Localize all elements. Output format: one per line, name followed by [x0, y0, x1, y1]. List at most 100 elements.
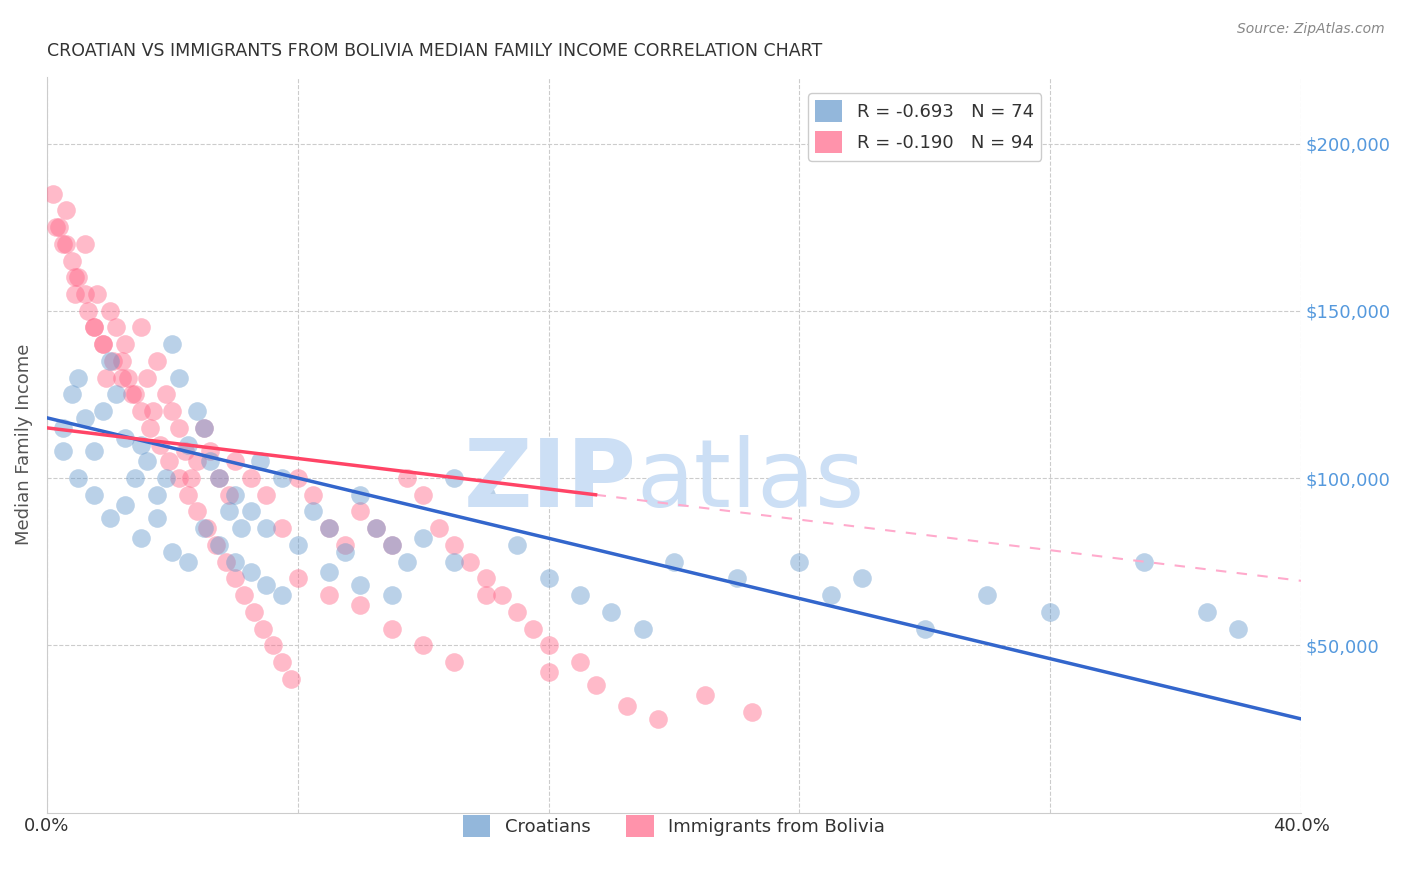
- Point: [195, 521, 218, 535]
- Point: [396, 471, 419, 485]
- Point: [51, 444, 73, 458]
- Point: [287, 471, 309, 485]
- Point: [67, 471, 90, 485]
- Point: [302, 488, 325, 502]
- Text: ZIP: ZIP: [464, 435, 637, 527]
- Point: [155, 471, 177, 485]
- Point: [914, 622, 936, 636]
- Point: [55, 203, 77, 218]
- Point: [271, 521, 294, 535]
- Point: [83, 320, 105, 334]
- Point: [142, 404, 165, 418]
- Point: [42, 186, 65, 201]
- Legend: Croatians, Immigrants from Bolivia: Croatians, Immigrants from Bolivia: [456, 807, 891, 844]
- Point: [233, 588, 256, 602]
- Text: CROATIAN VS IMMIGRANTS FROM BOLIVIA MEDIAN FAMILY INCOME CORRELATION CHART: CROATIAN VS IMMIGRANTS FROM BOLIVIA MEDI…: [46, 42, 823, 60]
- Point: [249, 454, 271, 468]
- Point: [568, 655, 591, 669]
- Point: [96, 370, 118, 384]
- Point: [83, 444, 105, 458]
- Point: [1195, 605, 1218, 619]
- Point: [121, 387, 143, 401]
- Point: [157, 454, 180, 468]
- Point: [224, 555, 246, 569]
- Point: [55, 236, 77, 251]
- Point: [67, 370, 90, 384]
- Point: [149, 437, 172, 451]
- Point: [475, 488, 498, 502]
- Point: [506, 538, 529, 552]
- Point: [155, 387, 177, 401]
- Point: [177, 488, 200, 502]
- Point: [129, 437, 152, 451]
- Point: [333, 538, 356, 552]
- Point: [537, 665, 560, 679]
- Point: [114, 431, 136, 445]
- Point: [443, 471, 465, 485]
- Point: [208, 471, 231, 485]
- Point: [427, 521, 450, 535]
- Point: [254, 488, 277, 502]
- Point: [111, 354, 134, 368]
- Point: [98, 511, 121, 525]
- Point: [60, 253, 83, 268]
- Point: [616, 698, 638, 713]
- Point: [73, 410, 96, 425]
- Point: [252, 622, 274, 636]
- Point: [45, 220, 67, 235]
- Point: [67, 270, 90, 285]
- Point: [193, 421, 215, 435]
- Point: [458, 555, 481, 569]
- Point: [198, 454, 221, 468]
- Point: [198, 444, 221, 458]
- Point: [76, 303, 98, 318]
- Point: [193, 521, 215, 535]
- Point: [280, 672, 302, 686]
- Point: [145, 488, 167, 502]
- Point: [129, 320, 152, 334]
- Point: [162, 544, 184, 558]
- Point: [522, 622, 544, 636]
- Point: [443, 538, 465, 552]
- Point: [177, 437, 200, 451]
- Point: [412, 638, 434, 652]
- Point: [145, 354, 167, 368]
- Point: [224, 571, 246, 585]
- Point: [63, 287, 86, 301]
- Point: [647, 712, 669, 726]
- Point: [349, 504, 371, 518]
- Point: [98, 303, 121, 318]
- Point: [443, 655, 465, 669]
- Point: [318, 521, 340, 535]
- Point: [381, 622, 404, 636]
- Point: [136, 370, 159, 384]
- Point: [63, 270, 86, 285]
- Point: [91, 404, 114, 418]
- Point: [1227, 622, 1250, 636]
- Point: [287, 571, 309, 585]
- Point: [349, 578, 371, 592]
- Point: [136, 454, 159, 468]
- Point: [129, 404, 152, 418]
- Point: [631, 622, 654, 636]
- Point: [51, 421, 73, 435]
- Point: [443, 555, 465, 569]
- Point: [83, 320, 105, 334]
- Point: [318, 521, 340, 535]
- Point: [287, 538, 309, 552]
- Point: [412, 488, 434, 502]
- Point: [193, 421, 215, 435]
- Point: [91, 337, 114, 351]
- Point: [741, 705, 763, 719]
- Point: [73, 236, 96, 251]
- Point: [180, 471, 202, 485]
- Point: [73, 287, 96, 301]
- Y-axis label: Median Family Income: Median Family Income: [15, 344, 32, 545]
- Point: [205, 538, 228, 552]
- Point: [271, 655, 294, 669]
- Point: [173, 444, 195, 458]
- Point: [475, 571, 498, 585]
- Point: [396, 555, 419, 569]
- Point: [162, 404, 184, 418]
- Point: [381, 588, 404, 602]
